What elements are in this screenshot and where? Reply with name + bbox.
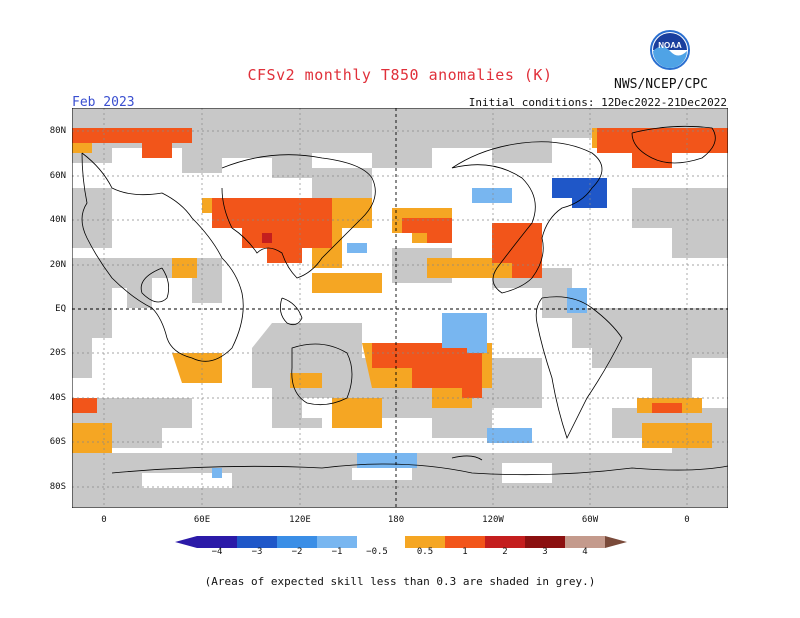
footnote: (Areas of expected skill less than 0.3 a…	[204, 575, 596, 588]
colorbar-label: −0.5	[366, 547, 388, 557]
lon-label: 180	[387, 515, 405, 525]
initial-conditions: Initial conditions: 12Dec2022-21Dec2022	[468, 96, 727, 109]
lat-label: 40S	[49, 393, 66, 403]
colorbar-label: 2	[502, 547, 508, 557]
lon-label: 60W	[581, 515, 599, 525]
coastlines	[81, 125, 728, 476]
lat-label: 40N	[49, 215, 66, 225]
anomaly-blue	[552, 178, 607, 208]
map-title: CFSv2 monthly T850 anomalies (K)	[247, 66, 553, 84]
colorbar-label: 3	[542, 547, 548, 557]
noaa-logo: NOAA	[650, 30, 690, 74]
lat-label: 60S	[49, 437, 66, 447]
grid-lines	[72, 108, 728, 508]
lat-label: 80N	[49, 126, 66, 136]
colorbar-label: −4	[211, 547, 223, 557]
lat-label: 20S	[49, 348, 66, 358]
agency-label: NWS/NCEP/CPC	[614, 77, 708, 92]
logo-text: NOAA	[658, 41, 682, 50]
colorbar-label: 4	[582, 547, 588, 557]
anomaly-map	[72, 108, 728, 508]
lon-label: 0	[101, 515, 107, 525]
lat-label: 60N	[49, 171, 66, 181]
colorbar-label: −1	[331, 547, 343, 557]
lon-label: 120E	[289, 515, 311, 525]
lat-label: 20N	[49, 260, 66, 270]
colorbar-label: 1	[462, 547, 468, 557]
lon-label: 120W	[482, 515, 504, 525]
lat-label: EQ	[55, 304, 66, 314]
valid-month: Feb 2023	[72, 95, 135, 110]
colorbar-label: −2	[291, 547, 303, 557]
colorbar-label: −3	[251, 547, 263, 557]
colorbar-label: 0.5	[416, 547, 434, 557]
lat-label: 80S	[49, 482, 66, 492]
lon-label: 60E	[193, 515, 211, 525]
colorbar	[175, 536, 627, 548]
lon-label: 0	[684, 515, 690, 525]
anomaly-red	[72, 128, 728, 413]
